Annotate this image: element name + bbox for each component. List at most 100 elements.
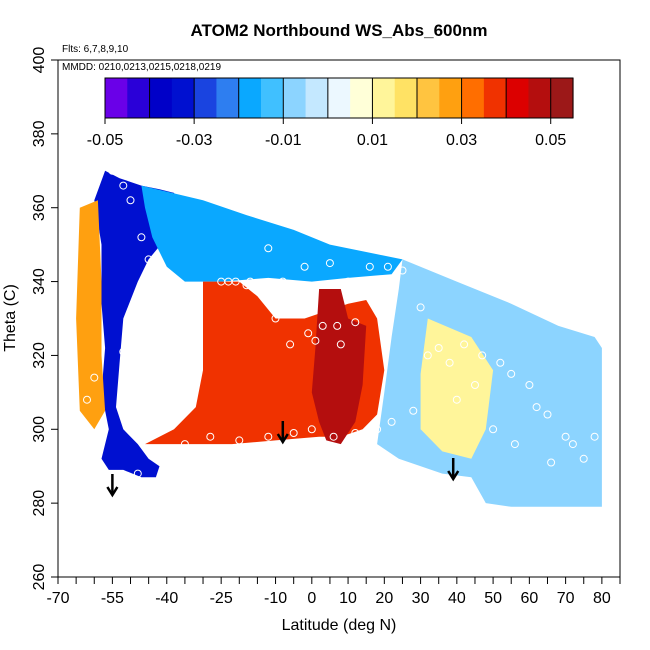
observation-points	[83, 166, 599, 497]
x-tick-label: -10	[264, 590, 287, 607]
colorbar-swatch	[171, 78, 195, 118]
colorbar-tick-label: 0.05	[535, 132, 566, 149]
flights-note: Flts: 6,7,8,9,10	[62, 44, 129, 55]
heatmap-region-northern-yellow-patch	[420, 318, 494, 459]
y-tick-label: 340	[31, 268, 48, 295]
observation-point	[452, 395, 461, 404]
observation-point	[507, 369, 516, 378]
observation-point	[144, 310, 153, 319]
colorbar-tick-label: 0.01	[357, 132, 388, 149]
observation-point	[568, 440, 577, 449]
observation-point	[351, 318, 360, 327]
x-axis-label: Latitude (deg N)	[282, 617, 397, 634]
observation-point	[278, 277, 287, 286]
colorbar-swatch	[194, 78, 218, 118]
observation-point	[137, 233, 146, 242]
observation-point	[398, 266, 407, 275]
colorbar-swatch	[461, 78, 485, 118]
x-tick-label: 20	[375, 590, 393, 607]
colorbar-swatch	[550, 78, 574, 118]
observation-point	[434, 344, 443, 352]
observation-point	[119, 347, 128, 356]
heatmap-layer	[76, 170, 602, 507]
observation-point	[264, 432, 273, 441]
observation-point	[561, 432, 570, 441]
observation-point	[180, 440, 189, 449]
heatmap-region-southern-upper-blue	[94, 170, 182, 478]
x-tick-label: -55	[101, 590, 124, 607]
x-tick-label: 0	[307, 590, 316, 607]
colorbar: -0.05 -0.03 -0.01 0.01 0.03 0.05	[87, 77, 574, 149]
observation-point	[416, 303, 425, 312]
colorbar-swatch	[283, 78, 307, 118]
observation-point	[83, 395, 91, 404]
observation-point	[108, 166, 117, 175]
observation-point	[333, 321, 342, 330]
observation-point	[525, 381, 534, 389]
colorbar-swatch	[483, 78, 507, 118]
colorbar-swatch	[350, 78, 374, 118]
observation-point	[304, 329, 313, 338]
arrow-marker	[106, 474, 119, 498]
colorbar-tick-label: -0.01	[265, 132, 302, 149]
observation-point	[579, 454, 588, 463]
colorbar-swatch	[439, 78, 463, 118]
colorbar-swatch	[127, 78, 151, 118]
observation-point	[532, 403, 541, 412]
observation-point	[510, 440, 519, 449]
arrow-marker	[276, 421, 289, 445]
observation-point	[144, 255, 153, 264]
observation-point	[409, 406, 418, 415]
observation-point	[271, 314, 280, 323]
x-tick-label: -70	[46, 590, 69, 607]
observation-point	[159, 281, 168, 290]
observation-point	[90, 373, 99, 382]
observation-point	[336, 340, 345, 349]
observation-point	[445, 358, 454, 367]
y-axis-label: Theta (C)	[2, 284, 19, 352]
x-tick-label: 40	[448, 590, 466, 607]
observation-point	[246, 277, 255, 286]
observation-point	[344, 277, 353, 286]
chart-title: ATOM2 Northbound WS_Abs_600nm	[191, 21, 488, 40]
x-tick-label: 80	[593, 590, 611, 607]
observation-point	[300, 262, 309, 271]
y-tick-label: 400	[31, 47, 48, 74]
observation-point	[83, 425, 91, 434]
observation-point	[543, 410, 552, 419]
observation-point	[329, 432, 338, 441]
plot-frame	[57, 59, 621, 578]
y-axis: 260 280 300 320 340 360 380 400	[31, 47, 58, 590]
y-tick-label: 300	[31, 416, 48, 443]
x-tick-label: -40	[155, 590, 178, 607]
x-tick-label: 60	[520, 590, 538, 607]
observation-point	[478, 351, 487, 360]
observation-point	[119, 181, 128, 190]
x-tick-label: -25	[210, 590, 233, 607]
colorbar-tick-label: -0.03	[176, 132, 213, 149]
observation-point	[155, 477, 164, 485]
observation-point	[206, 432, 215, 441]
colorbar-swatch	[417, 78, 440, 118]
colorbar-swatch	[149, 78, 173, 118]
colorbar-swatch	[305, 78, 329, 118]
observation-point	[289, 429, 298, 437]
observation-point	[133, 373, 142, 382]
y-tick-label: 280	[31, 490, 48, 517]
observation-point	[325, 259, 334, 268]
colorbar-frame	[104, 77, 574, 119]
colorbar-swatch	[216, 78, 240, 118]
observation-point	[264, 244, 273, 253]
x-tick-label: 30	[412, 590, 430, 607]
dates-note: MMDD: 0210,0213,0215,0218,0219	[62, 62, 221, 73]
colorbar-swatch	[506, 78, 530, 118]
observation-point	[235, 436, 244, 445]
x-tick-label: 70	[557, 590, 575, 607]
observation-point	[224, 277, 233, 286]
observation-point	[133, 469, 142, 478]
colorbar-swatch	[372, 78, 396, 118]
colorbar-swatch	[327, 78, 351, 118]
observation-point	[286, 340, 295, 349]
observation-point	[383, 262, 392, 271]
y-tick-label: 360	[31, 194, 48, 221]
